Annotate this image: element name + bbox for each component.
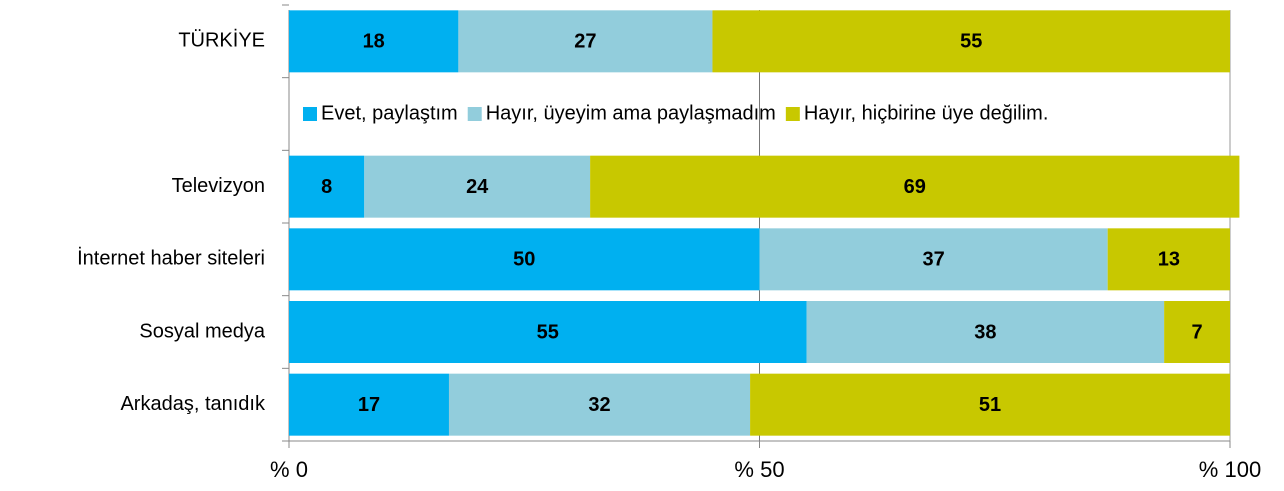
- value-label: 55: [537, 321, 559, 343]
- value-label: 18: [363, 31, 385, 53]
- legend-label: Evet, paylaştım: [321, 102, 458, 124]
- y-tick-label: Arkadaş, tanıdık: [120, 393, 266, 415]
- value-label: 27: [574, 31, 596, 53]
- value-label: 51: [979, 394, 1001, 416]
- value-label: 8: [321, 176, 332, 198]
- bar-segment: [289, 228, 760, 291]
- bar-segment: [590, 155, 1240, 218]
- bar-segment: [458, 10, 713, 73]
- bar-segment: [289, 155, 365, 218]
- legend-swatch: [467, 107, 482, 121]
- legend-label: Hayır, üyeyim ama paylaşmadım: [486, 102, 776, 124]
- value-label: 38: [974, 321, 996, 343]
- bar-segment: [289, 373, 449, 436]
- bar-segment: [806, 301, 1165, 363]
- bar-segment: [289, 301, 807, 363]
- bar-segment: [364, 155, 591, 218]
- y-tick-label: İnternet haber siteleri: [77, 247, 265, 270]
- bar-segment: [750, 373, 1230, 436]
- value-label: 37: [922, 249, 944, 271]
- legend-swatch: [785, 107, 800, 121]
- x-tick-label: % 100: [1199, 457, 1261, 482]
- value-label: 24: [466, 176, 489, 198]
- value-label: 50: [513, 249, 535, 271]
- legend-label: Hayır, hiçbirine üye değilim.: [804, 102, 1049, 124]
- y-tick-label: TÜRKİYE: [178, 29, 265, 52]
- value-label: 7: [1192, 321, 1203, 343]
- value-label: 17: [358, 394, 380, 416]
- value-label: 32: [588, 394, 610, 416]
- bar-segment: [1164, 301, 1230, 363]
- x-tick-label: % 0: [270, 457, 308, 482]
- bar-segment: [289, 10, 459, 73]
- bar-segment: [712, 10, 1230, 73]
- value-label: 69: [904, 176, 926, 198]
- value-label: 13: [1158, 249, 1180, 271]
- bar-segment: [448, 373, 751, 436]
- y-tick-label: Televizyon: [172, 175, 265, 197]
- value-label: 55: [960, 31, 982, 53]
- bar-segment: [1107, 228, 1230, 291]
- x-tick-label: % 50: [734, 457, 784, 482]
- y-tick-label: Sosyal medya: [139, 320, 265, 342]
- legend-swatch: [303, 107, 317, 121]
- bar-segment: [759, 228, 1108, 291]
